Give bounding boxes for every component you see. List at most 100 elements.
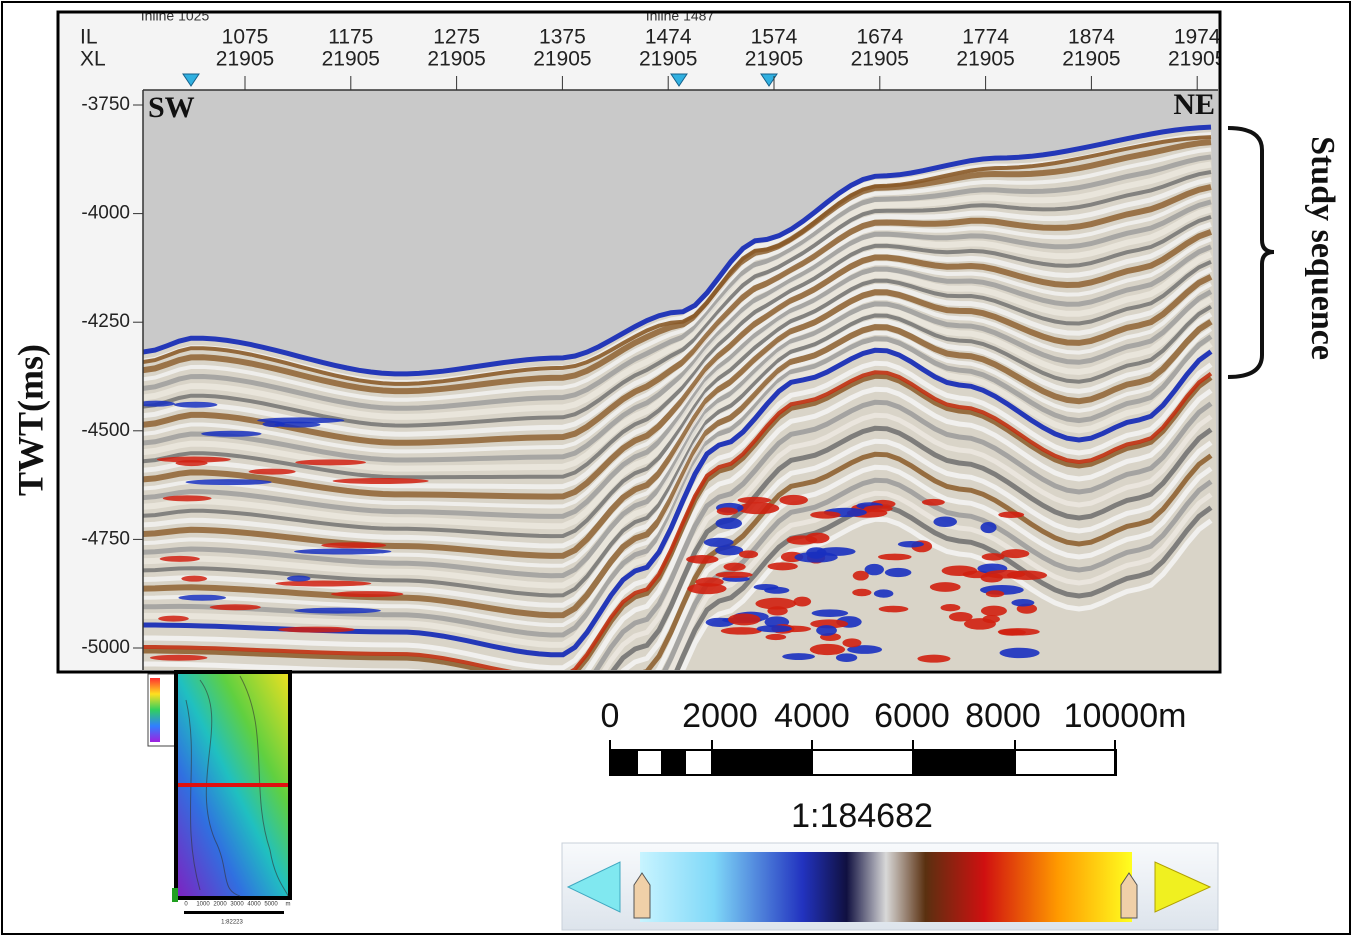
xl-label: 21905 [745,48,803,71]
amplitude [738,497,771,504]
axis-band [58,90,143,672]
amplitude [333,478,429,484]
il-label: 1574 [751,26,798,49]
amplitude [704,538,734,547]
il-label: 1674 [856,26,903,49]
amplitude [249,469,296,475]
inset-scale-label: 3000 [230,902,244,908]
amplitude [787,535,818,544]
amplitude [287,576,310,582]
inset-scale-label: m [286,902,291,908]
direction-label: SW [148,91,195,124]
seismic-section [137,90,1220,824]
scale-label: 4000 [774,697,850,735]
amplitude [898,541,924,547]
amplitude [715,518,742,530]
amplitude [739,550,758,558]
amplitude [836,653,857,662]
xl-label: 21905 [851,48,909,71]
il-label: 1375 [539,26,586,49]
amplitude [853,571,869,581]
amplitude [986,590,1004,597]
amplitude [294,549,391,555]
colorbar-gradient [640,852,1132,922]
scale-label: 2000 [682,697,758,735]
inset-scale-label: 5000 [264,902,278,908]
amplitude [981,606,1007,616]
y-tick-label: -5000 [81,637,130,658]
inset-scale-bar [184,911,284,914]
amplitude [174,402,218,408]
amplitude [922,499,945,506]
north-arrow [172,888,178,902]
inset-scale-label: 0 [184,902,188,908]
xl-label: 21905 [533,48,591,71]
inset-legend [150,678,160,742]
amplitude [998,511,1024,517]
amplitude [998,628,1040,635]
amplitude [210,604,261,610]
inset-scale-label: 4000 [247,902,261,908]
xl-label: 21905 [956,48,1014,71]
amplitude [755,598,796,610]
amplitude [163,495,212,501]
inset-ratio: 1:82223 [221,920,243,926]
scale-label: 6000 [874,697,950,735]
amplitude [723,563,745,571]
amplitude [717,507,738,515]
amplitude [257,417,344,423]
amplitude [793,597,811,607]
inline-marker: Inline 1487 [646,8,715,24]
amplitude [1011,599,1034,606]
amplitude [201,431,261,437]
amplitude [812,609,849,617]
amplitude [779,495,808,505]
amplitude [782,653,815,660]
xl-label: 21905 [1168,48,1226,71]
scale-label: 0 [601,697,620,735]
amplitude [942,565,978,576]
il-label: 1275 [433,26,480,49]
amplitude [878,554,912,561]
il-label: 1175 [328,26,373,49]
amplitude [160,556,200,562]
xl-label: 21905 [1062,48,1120,71]
amplitude [817,547,856,556]
amplitude [917,655,950,663]
scale-ratio: 1:184682 [791,797,933,835]
bracket [1228,128,1274,377]
amplitude [842,638,861,647]
amplitude [980,522,996,533]
y-tick-label: -3750 [81,94,130,115]
amplitude [715,572,752,578]
y-tick-label: -4750 [81,528,130,549]
amplitude [278,627,354,633]
xl-label: 21905 [322,48,380,71]
il-label: 1974 [1174,26,1221,49]
amplitude [158,616,189,622]
amplitude [721,627,762,635]
amplitude [275,581,371,587]
inline-marker: Inline 1025 [141,8,210,24]
amplitude [695,577,723,586]
amplitude [933,516,957,527]
y-tick-label: -4000 [81,203,130,224]
color-bar [562,843,1218,930]
scale-seg [661,750,686,775]
amplitude [321,542,386,548]
amplitude [810,511,841,518]
amplitude [964,618,996,629]
figure: IL XL Inline 1025 Inline 1487 1075219051… [0,0,1354,938]
xl-label: 21905 [639,48,697,71]
amplitude [985,570,1025,579]
scale-seg [913,750,1015,775]
scale-bar: 1:184682 [610,740,1116,835]
amplitude [810,644,845,655]
amplitude [150,655,208,661]
inset-scale-label: 2000 [213,902,227,908]
inset-scale-label: 1000 [196,902,210,908]
xl-label: 21905 [427,48,485,71]
amplitude [941,604,961,611]
amplitude [1001,549,1029,558]
